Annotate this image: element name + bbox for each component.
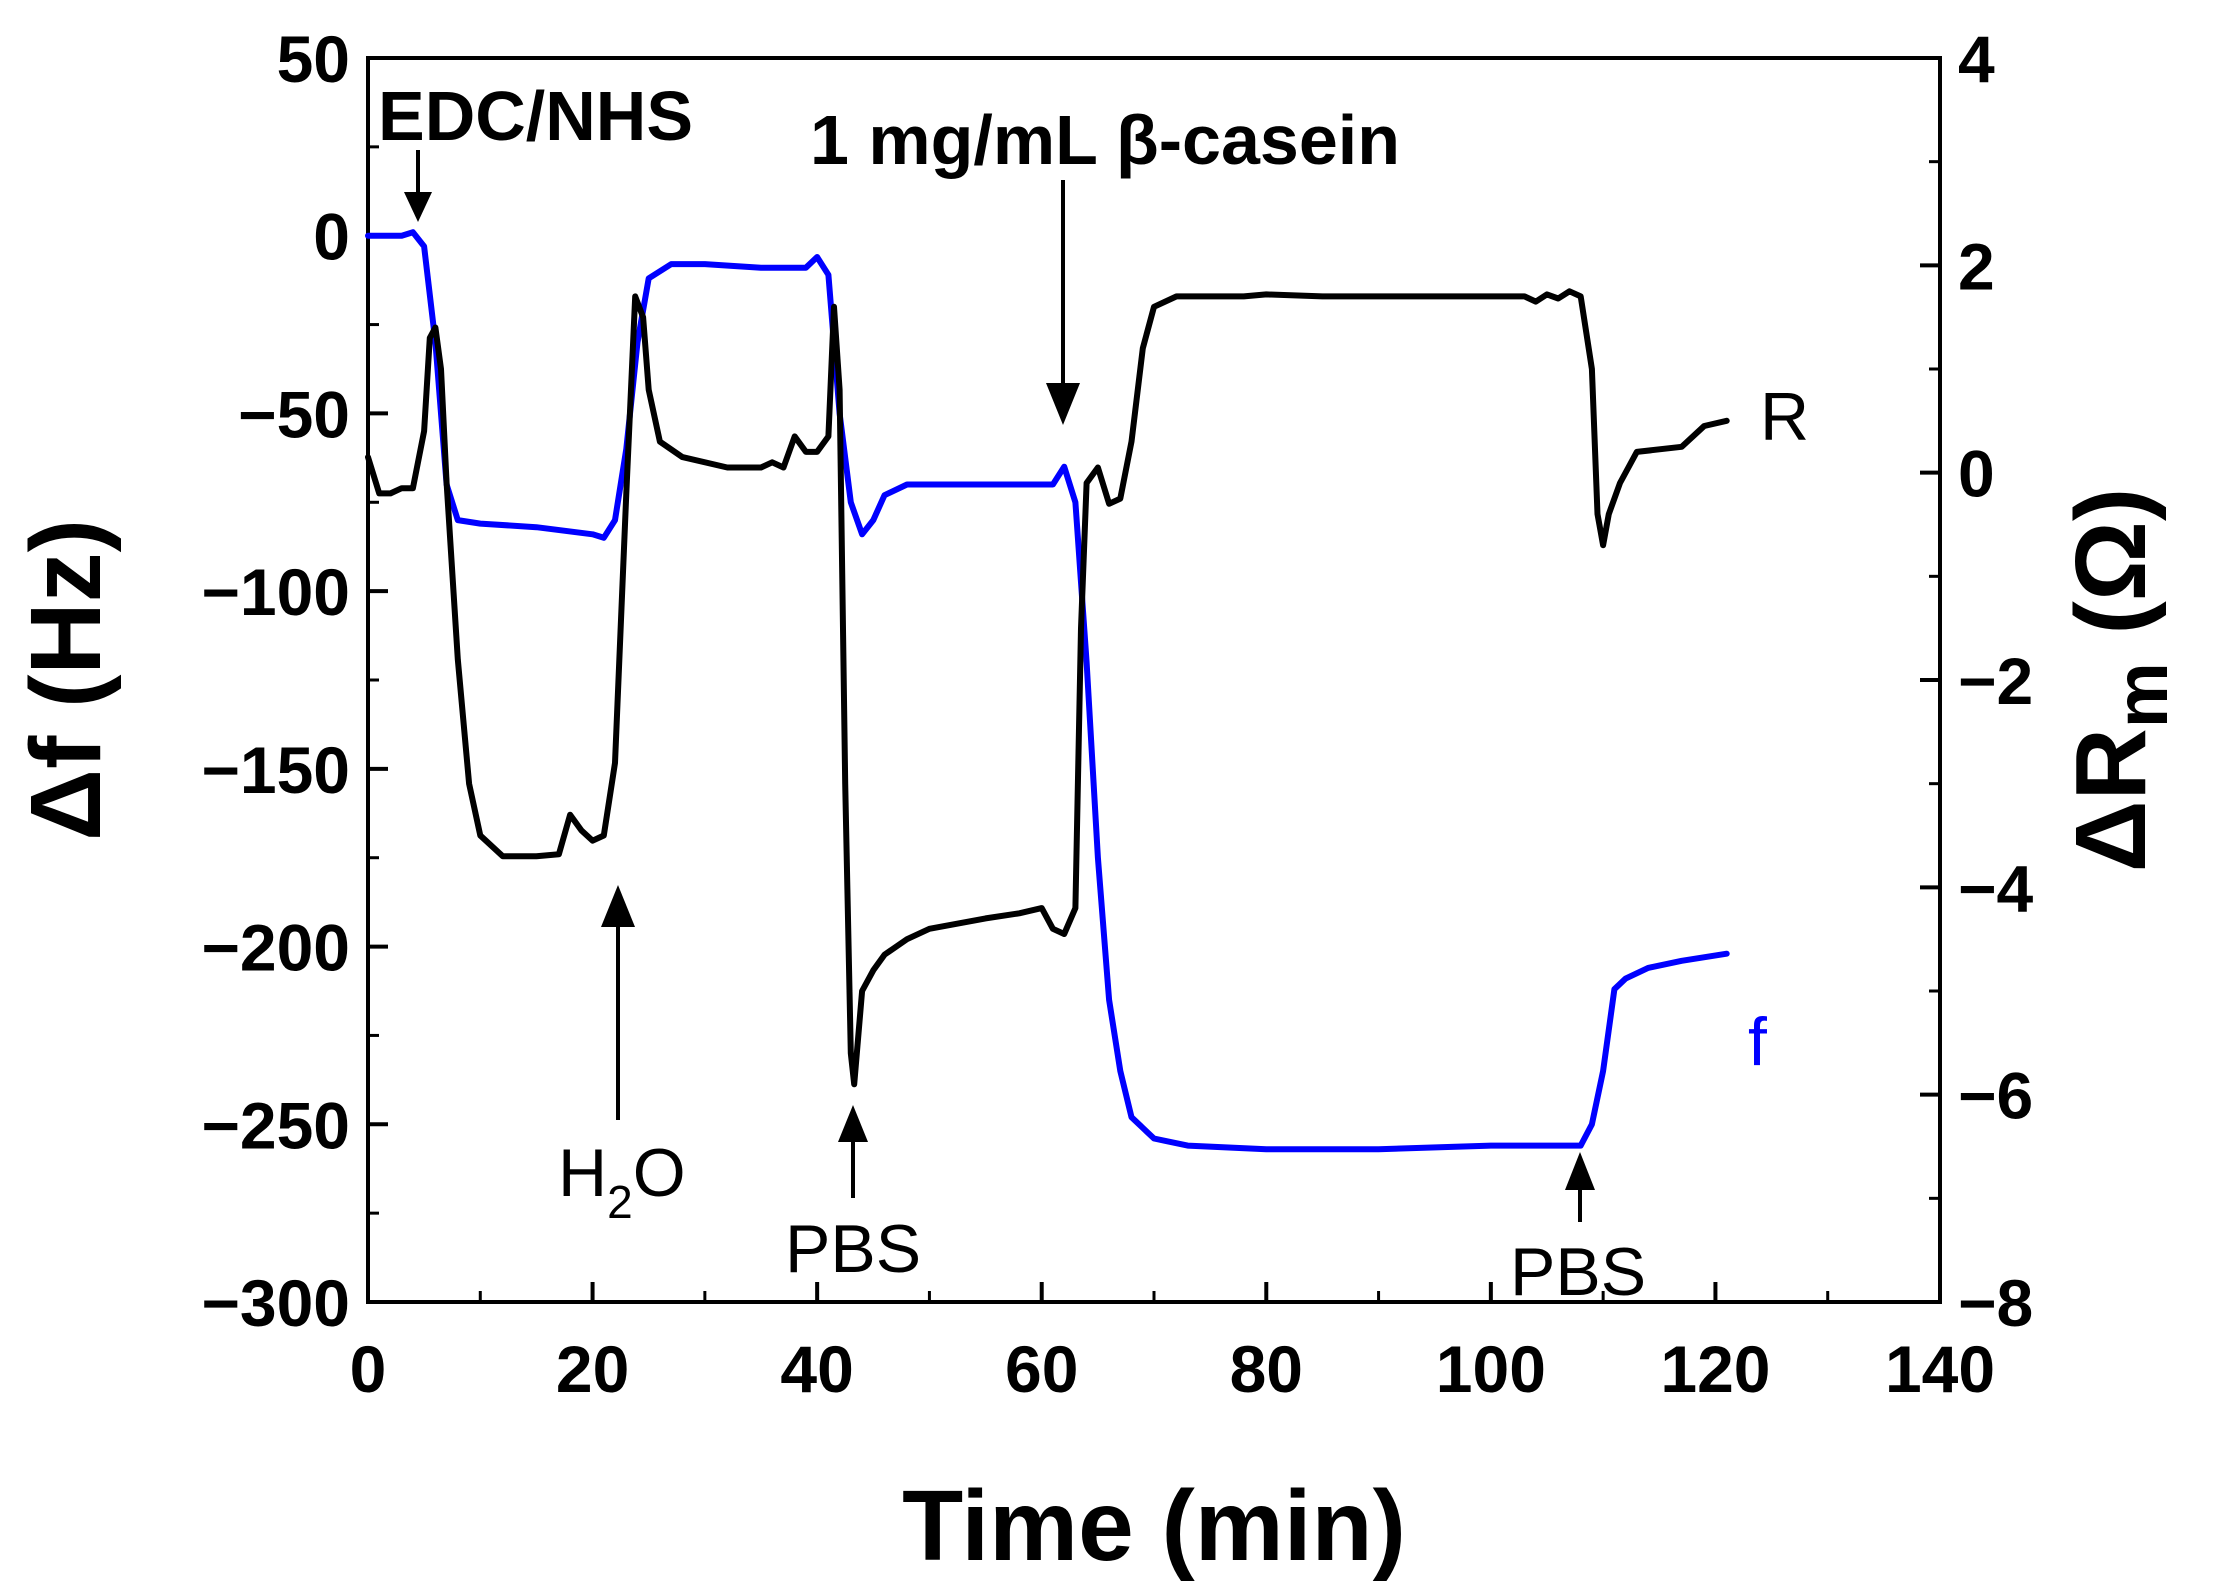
y2-tick-label: 2 — [1958, 229, 1995, 303]
y2-tick-label: −2 — [1958, 644, 2033, 718]
plot-frame — [366, 56, 1942, 1304]
y-tick-label: −100 — [201, 555, 350, 629]
y2-tick-label: −4 — [1958, 851, 2034, 925]
x-tick-label: 140 — [1885, 1332, 1995, 1406]
series-label-r: R — [1760, 379, 1809, 455]
annotation-edc: EDC/NHS — [378, 77, 693, 222]
annotation-edc-label: EDC/NHS — [378, 77, 693, 155]
annotation-pbs-1-label: PBS — [785, 1211, 921, 1287]
annotation-casein: 1 mg/mL β-casein — [810, 101, 1400, 425]
series-label-f: f — [1748, 1004, 1767, 1080]
y-tick-label: −250 — [201, 1088, 350, 1162]
annotation-pbs-1-arrowhead — [838, 1105, 868, 1142]
y-tick-label: −50 — [238, 377, 350, 451]
annotation-casein-arrowhead — [1046, 383, 1080, 425]
y2-axis-title-unit: (Ω) — [2055, 488, 2167, 663]
x-tick-label: 120 — [1660, 1332, 1770, 1406]
annotation-h2o-arrowhead — [601, 885, 635, 927]
y2-tick-label: 4 — [1958, 22, 1995, 96]
series-line-r — [365, 288, 1730, 1088]
annotation-edc-arrowhead — [404, 192, 432, 222]
annotation-h2o: H2O — [558, 885, 686, 1228]
y2-tick-label: −8 — [1958, 1266, 2033, 1340]
annotation-pbs-2: PBS — [1510, 1152, 1646, 1310]
y-tick-label: −300 — [201, 1266, 350, 1340]
y2-axis-title-sub: m — [2100, 662, 2183, 728]
x-axis-ticks: 0 20 40 60 80 100 120 140 — [350, 1282, 1995, 1406]
series-layer — [365, 229, 1730, 1153]
x-axis-title: Time (min) — [902, 1470, 1406, 1582]
y-axis-ticks: 50 0 −50 −100 −150 −200 −250 −300 — [201, 22, 388, 1340]
y-tick-label: −150 — [201, 733, 350, 807]
y2-tick-label: 0 — [1958, 437, 1995, 511]
y-tick-label: −200 — [201, 911, 350, 985]
x-tick-label: 40 — [780, 1332, 853, 1406]
y-tick-label: 50 — [277, 22, 350, 96]
series-line-f — [365, 229, 1730, 1153]
y2-axis-title-main: ΔR — [2055, 728, 2167, 872]
annotation-h2o-label: H2O — [558, 1135, 686, 1228]
x-tick-label: 80 — [1230, 1332, 1303, 1406]
y2-tick-label: −6 — [1958, 1059, 2033, 1133]
x-tick-label: 20 — [556, 1332, 629, 1406]
annotation-pbs-1: PBS — [785, 1105, 921, 1287]
y2-axis-title: ΔRm (Ω) — [2055, 488, 2183, 872]
annotation-casein-label: 1 mg/mL β-casein — [810, 101, 1400, 179]
y2-axis-ticks: 4 2 0 −2 −4 −6 −8 — [1920, 22, 2034, 1340]
annotation-pbs-2-label: PBS — [1510, 1234, 1646, 1310]
y-tick-label: 0 — [313, 200, 350, 274]
x-tick-label: 100 — [1436, 1332, 1546, 1406]
annotation-pbs-2-arrowhead — [1565, 1152, 1595, 1190]
x-tick-label: 60 — [1005, 1332, 1078, 1406]
y-axis-title: Δf (Hz) — [10, 519, 122, 841]
x-tick-label: 0 — [350, 1332, 387, 1406]
